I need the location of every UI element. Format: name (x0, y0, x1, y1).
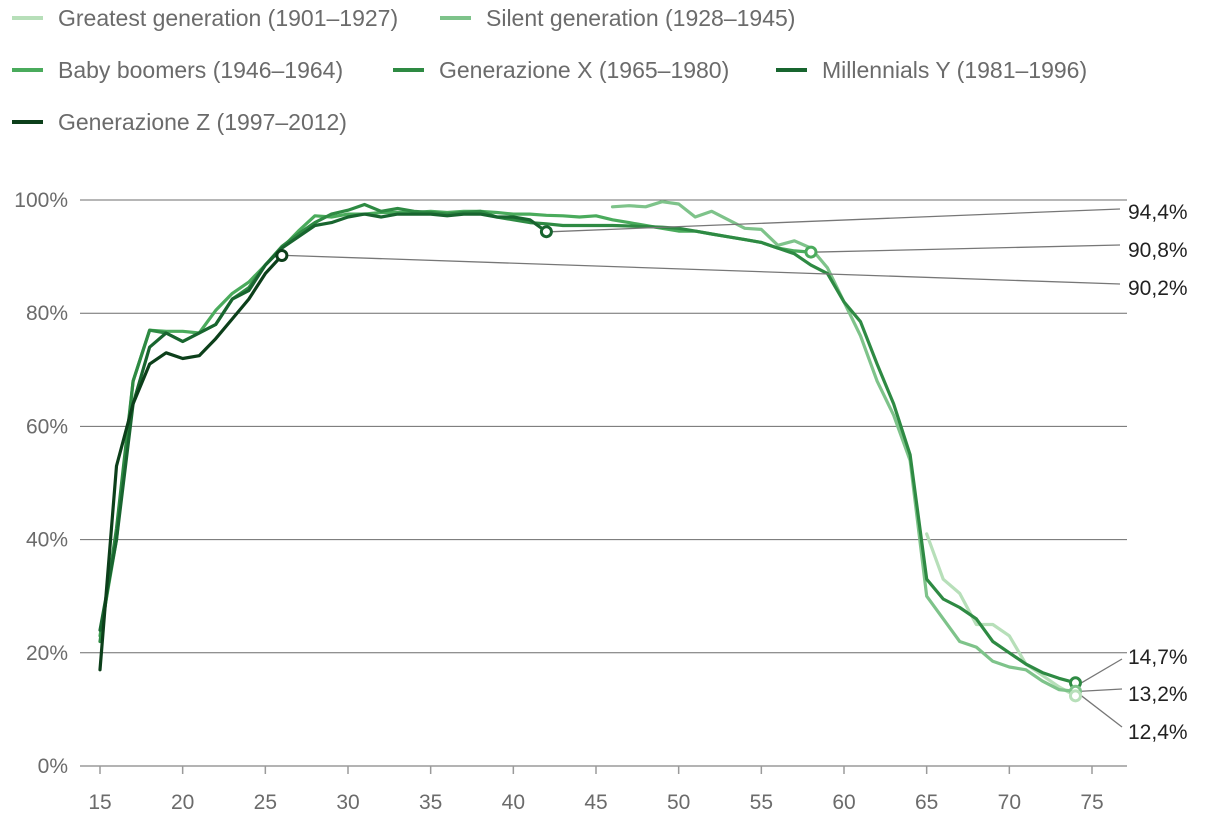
annotation-label-12-4: 12,4% (1128, 721, 1188, 744)
gridlines (80, 199, 1127, 654)
annotation-label-90-2: 90,2% (1128, 277, 1188, 300)
x-tick-label-75: 75 (1080, 791, 1103, 814)
axes: 0% 20% 40% 60% 80% 100% 15 20 25 30 35 40 45 50 55 60 65… (14, 189, 1127, 814)
annotation-marker-12-4 (1068, 689, 1082, 703)
series-lines (98, 200, 1078, 698)
annotation-leader-14-7 (1081, 658, 1123, 684)
annotation-leader-90-8 (816, 244, 1121, 253)
annotation-leader-94-4 (552, 208, 1121, 233)
line-greatest-generation-1901-1927 (925, 532, 1078, 698)
x-tick-label-40: 40 (502, 791, 525, 814)
y-tick-label-60: 60% (26, 415, 68, 438)
x-tick-label-25: 25 (254, 791, 277, 814)
y-tick-label-80: 80% (26, 302, 68, 325)
annotation-marker-94-4 (539, 225, 553, 239)
y-tick-label-100: 100% (14, 189, 68, 212)
annotation-leader-12-4 (1081, 695, 1123, 728)
x-tick-label-30: 30 (336, 791, 359, 814)
x-tick-label-60: 60 (832, 791, 855, 814)
x-tick-label-45: 45 (584, 791, 607, 814)
legend-label-generazione-x-1965-1980: Generazione X (1965–1980) (439, 57, 729, 83)
legend-label-millennials-y-1981-1996: Millennials Y (1981–1996) (822, 57, 1087, 83)
legend: Greatest generation (1901–1927) Silent ge… (12, 5, 1087, 135)
y-tick-label-40: 40% (26, 529, 68, 552)
annotations: 94,4% 90,8% 90,2% 14,7% 13,2% 12,4% (275, 201, 1188, 744)
x-tick-label-35: 35 (419, 791, 442, 814)
line-generazione-x-1965-1980 (98, 202, 1078, 685)
x-tick-label-15: 15 (88, 791, 111, 814)
y-tick-label-20: 20% (26, 642, 68, 665)
annotation-leader-90-2 (287, 254, 1121, 285)
legend-label-generazione-z-1997-2012: Generazione Z (1997–2012) (58, 109, 347, 135)
y-tick-label-0: 0% (38, 755, 68, 778)
annotation-label-94-4: 94,4% (1128, 201, 1188, 224)
line-baby-boomers-1946-1964 (98, 209, 813, 638)
legend-label-baby-boomers-1946-1964: Baby boomers (1946–1964) (58, 57, 343, 83)
annotation-leader-13-2 (1081, 688, 1123, 692)
legend-label-silent-generation-1928-1945: Silent generation (1928–1945) (486, 5, 795, 31)
x-tick-label-20: 20 (171, 791, 194, 814)
line-millennials-y-1981-1996 (98, 212, 549, 632)
annotation-marker-90-8 (804, 245, 818, 259)
annotation-label-14-7: 14,7% (1128, 646, 1188, 669)
annotation-label-90-8: 90,8% (1128, 239, 1188, 262)
x-tick-label-50: 50 (667, 791, 690, 814)
x-tick-label-70: 70 (998, 791, 1021, 814)
annotation-marker-90-2 (275, 248, 289, 262)
legend-label-greatest-generation-1901-1927: Greatest generation (1901–1927) (58, 5, 398, 31)
line-generazione-z-1997-2012 (98, 253, 284, 672)
annotation-label-13-2: 13,2% (1128, 683, 1188, 706)
x-tick-label-65: 65 (915, 791, 938, 814)
x-tick-label-55: 55 (750, 791, 773, 814)
